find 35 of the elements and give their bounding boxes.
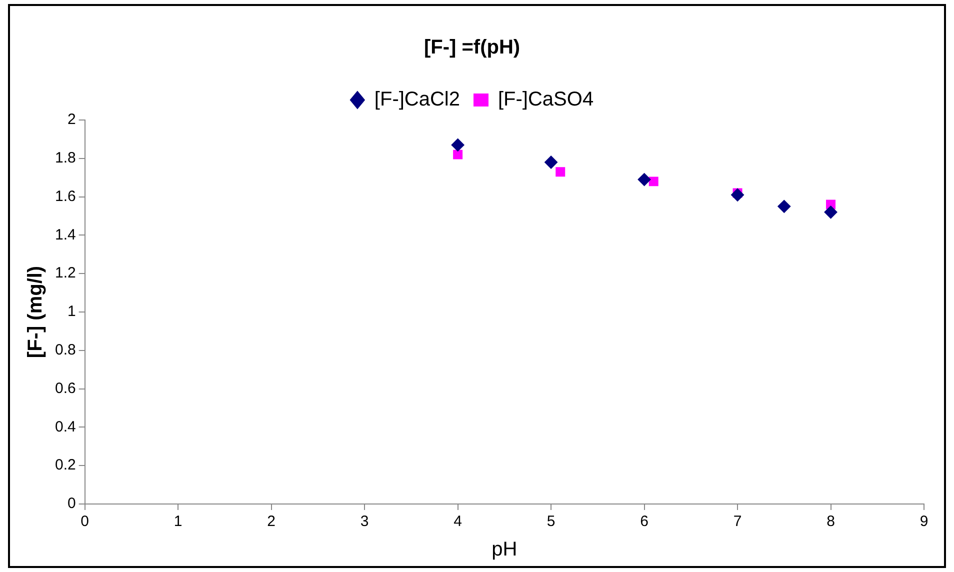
point	[648, 176, 658, 186]
point	[544, 156, 558, 169]
legend-label: [F-]CaCl2	[374, 88, 460, 111]
chart-title: [F-] =f(pH)	[424, 36, 520, 59]
y-tick-label: 2	[68, 111, 76, 128]
y-tick-label: 0.2	[54, 456, 76, 474]
x-tick-label: 1	[174, 513, 182, 530]
point	[824, 206, 838, 219]
y-tick-label: 1	[68, 303, 76, 320]
point	[453, 150, 463, 160]
y-tick-label: 1.6	[54, 188, 76, 205]
x-tick-label: 3	[360, 513, 369, 530]
y-tick-label: 1.8	[54, 150, 76, 167]
y-tick-label: 1.2	[54, 264, 76, 282]
point	[556, 167, 566, 177]
x-tick-label: 6	[640, 513, 648, 530]
x-axis-title: pH	[492, 538, 518, 561]
x-tick-label: 8	[826, 513, 835, 530]
point	[778, 200, 791, 213]
y-tick-label: 1.4	[54, 226, 76, 244]
x-tick-label: 7	[733, 513, 742, 530]
x-tick-label: 9	[920, 513, 928, 530]
x-tick-label: 4	[454, 513, 462, 530]
x-tick-label: 2	[267, 513, 276, 530]
y-tick-label: 0.4	[54, 418, 76, 436]
y-axis-title: [F-] (mg/l)	[24, 266, 47, 358]
point	[451, 138, 464, 152]
point	[731, 188, 744, 202]
x-tick-label: 5	[546, 513, 556, 530]
y-tick-label: 0.8	[54, 342, 76, 359]
y-tick-label: 0	[68, 495, 76, 512]
legend-label: [F-]CaSO4	[498, 88, 594, 111]
point	[638, 173, 651, 186]
y-tick-label: 0.6	[54, 380, 76, 397]
x-tick-label: 0	[80, 513, 90, 530]
